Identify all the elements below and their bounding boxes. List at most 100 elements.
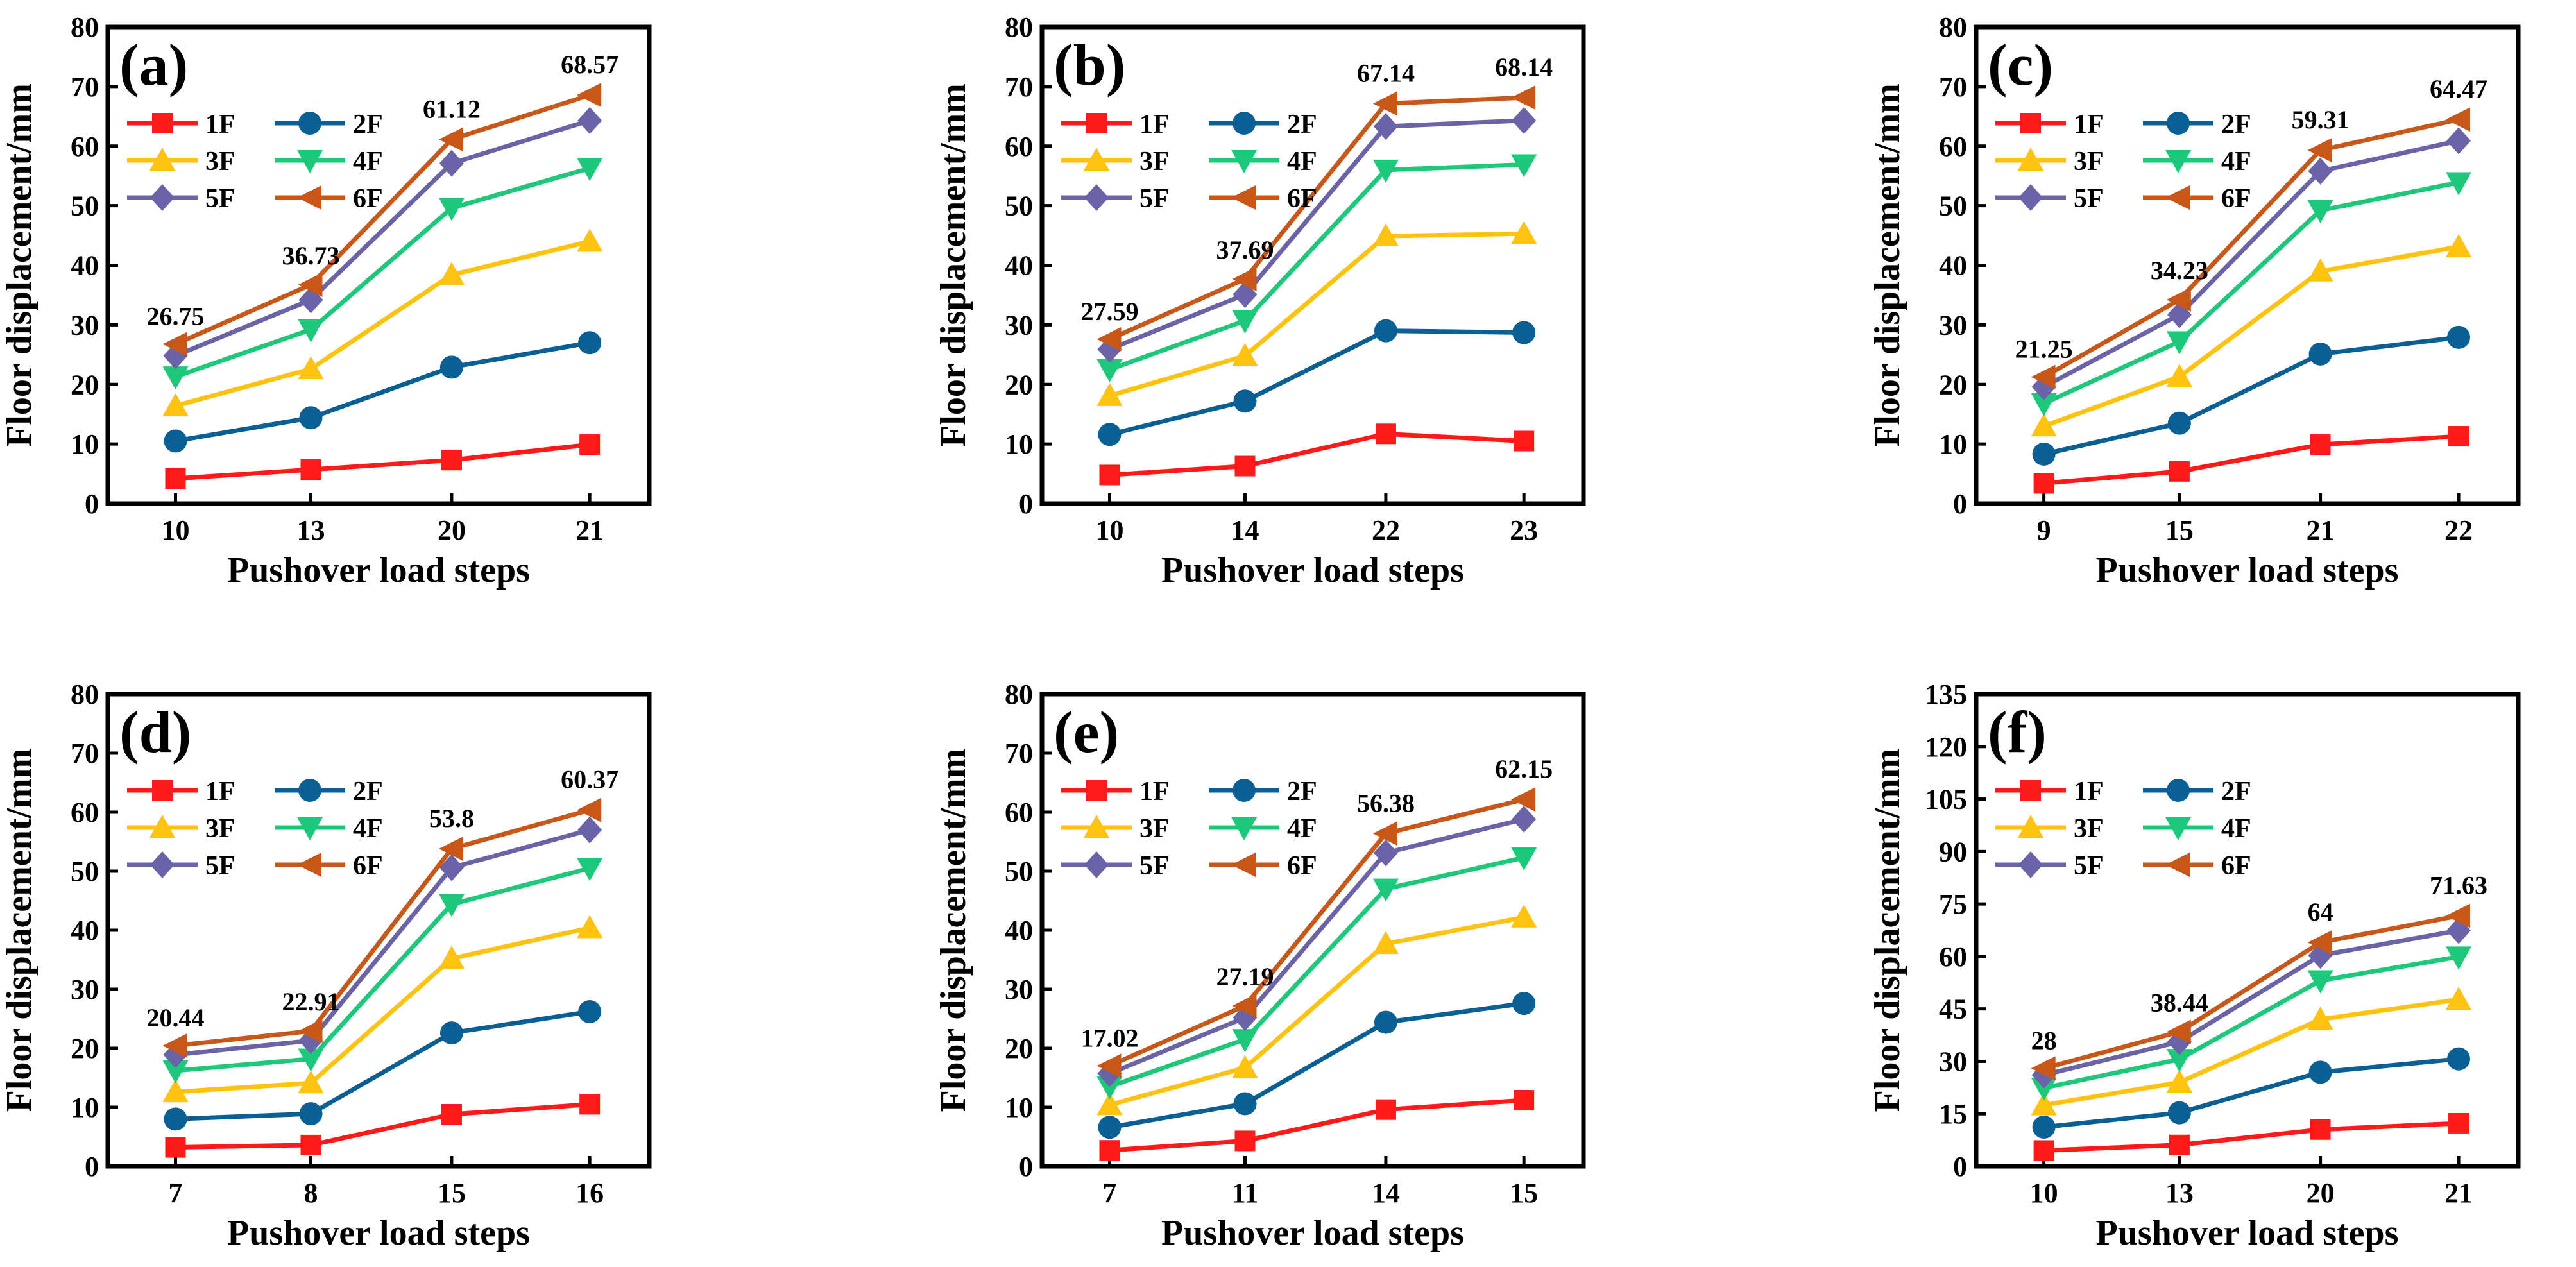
y-tick-label: 40: [1005, 915, 1033, 946]
data-point-3F: [2031, 1092, 2057, 1116]
legend-label: 1F: [2074, 110, 2104, 139]
chart-panel-c: 0 10 20 30 40 50 60 70 80 9 15 21 22 Pushover load st…: [1868, 12, 2521, 590]
data-point-6F: [1511, 787, 1536, 812]
data-point-4F: [1232, 310, 1258, 334]
data-point-6F: [1232, 993, 1257, 1018]
data-point-2F: [164, 1107, 187, 1131]
y-tick-label: 80: [1005, 679, 1033, 710]
legend-label: 4F: [1287, 147, 1317, 176]
series-line-5F: [175, 118, 591, 358]
series-line-2F: [2043, 1057, 2459, 1130]
legend-entry-5F: 5F: [1061, 851, 1170, 881]
legend-entry-5F: 5F: [1995, 851, 2104, 881]
data-point-2F: [1512, 992, 1536, 1016]
data-label: 27.59: [1081, 297, 1139, 326]
data-label: 68.14: [1495, 53, 1553, 81]
y-axis-title: Floor displacement/mm: [0, 749, 39, 1112]
data-point-5F: [2446, 127, 2471, 155]
data-point-6F: [2307, 138, 2332, 163]
series-line-4F: [175, 866, 591, 1073]
data-point-2F: [2032, 1115, 2056, 1139]
legend-marker: [1231, 853, 1256, 877]
data-point-2F: [439, 355, 463, 379]
legend-label: 6F: [353, 851, 383, 881]
data-point-3F: [2166, 1069, 2192, 1093]
y-axis-title: Floor displacement/mm: [934, 749, 973, 1112]
data-point-4F: [2307, 200, 2333, 224]
data-point-3F: [2446, 234, 2472, 257]
y-tick-label: 80: [1939, 12, 1967, 43]
y-tick-label: 50: [1939, 191, 1967, 222]
legend-entry-4F: 4F: [1209, 814, 1317, 844]
data-point-6F: [438, 837, 463, 862]
legend-label: 2F: [2221, 110, 2251, 139]
legend-marker: [149, 815, 175, 838]
legend-label: 6F: [2221, 184, 2251, 214]
legend-entry-1F: 1F: [1061, 110, 1170, 139]
data-point-6F: [2031, 364, 2056, 389]
y-tick-label: 30: [71, 309, 99, 341]
data-point-6F: [162, 332, 187, 357]
legend-marker: [298, 112, 321, 135]
series-line-3F: [1109, 915, 1524, 1107]
y-tick-label: 30: [1005, 974, 1033, 1005]
legend-marker: [297, 817, 323, 840]
chart-panel-f: 0 15 30 45 60 75 90 105 120 135 10 13 20 21 Pushover l…: [1868, 679, 2521, 1253]
series-line-5F: [2042, 138, 2459, 389]
data-point-4F: [1372, 878, 1399, 902]
legend-marker: [2018, 184, 2043, 211]
data-point-4F: [1511, 154, 1537, 178]
data-point-1F: [579, 1094, 601, 1115]
data-point-1F: [2033, 473, 2054, 494]
panel-label: (c): [1988, 32, 2053, 98]
legend-marker: [297, 853, 321, 877]
data-point-1F: [165, 1137, 186, 1158]
data-point-3F: [2446, 986, 2472, 1010]
data-point-4F: [2307, 970, 2333, 994]
data-point-3F: [2307, 258, 2333, 282]
data-point-2F: [578, 331, 602, 355]
data-point-1F: [1514, 430, 1535, 452]
series-line-2F: [175, 340, 590, 443]
legend-label: 2F: [1287, 777, 1317, 806]
chart-panel-b: 0 10 20 30 40 50 60 70 80 10 14 22 23 Pushover load s…: [934, 12, 1586, 590]
y-tick-label: 60: [1939, 131, 1967, 162]
y-tick-label: 50: [1005, 856, 1033, 887]
data-point-4F: [1372, 159, 1399, 183]
y-tick-label: 70: [1005, 738, 1033, 769]
data-point-6F: [2446, 107, 2471, 132]
series-line-4F: [1109, 855, 1524, 1089]
data-point-6F: [2446, 903, 2471, 928]
legend-entry-3F: 3F: [127, 814, 235, 844]
data-point-2F: [2308, 342, 2332, 366]
data-point-1F: [2169, 461, 2190, 482]
legend-marker: [2165, 817, 2191, 840]
y-tick-label: 10: [1939, 429, 1967, 460]
data-point-4F: [438, 198, 465, 221]
data-point-6F: [577, 797, 602, 822]
x-tick-label: 13: [2165, 1177, 2194, 1209]
y-tick-label: 70: [71, 71, 99, 103]
data-point-3F: [577, 228, 603, 252]
y-tick-label: 20: [1005, 1033, 1033, 1064]
y-tick-label: 80: [1005, 12, 1033, 43]
data-point-2F: [1098, 423, 1122, 446]
plot-frame: [1974, 692, 2521, 1169]
legend-marker: [2020, 780, 2041, 801]
legend-marker: [2167, 112, 2190, 135]
series-line-1F: [175, 1101, 590, 1150]
x-tick-label: 15: [1510, 1177, 1538, 1209]
y-tick-label: 60: [1939, 941, 1967, 973]
legend-label: 3F: [1139, 814, 1170, 844]
y-tick-label: 0: [1019, 488, 1033, 520]
x-tick-label: 10: [2030, 1177, 2058, 1209]
data-point-4F: [2031, 1077, 2057, 1101]
data-point-3F: [1511, 904, 1537, 928]
data-point-2F: [2447, 325, 2471, 349]
legend-entry-2F: 2F: [275, 110, 383, 139]
data-point-6F: [1232, 266, 1257, 291]
data-point-2F: [299, 1102, 323, 1126]
legend-label: 3F: [205, 814, 235, 844]
data-point-3F: [1096, 1092, 1123, 1116]
data-label: 64: [2308, 897, 2333, 926]
